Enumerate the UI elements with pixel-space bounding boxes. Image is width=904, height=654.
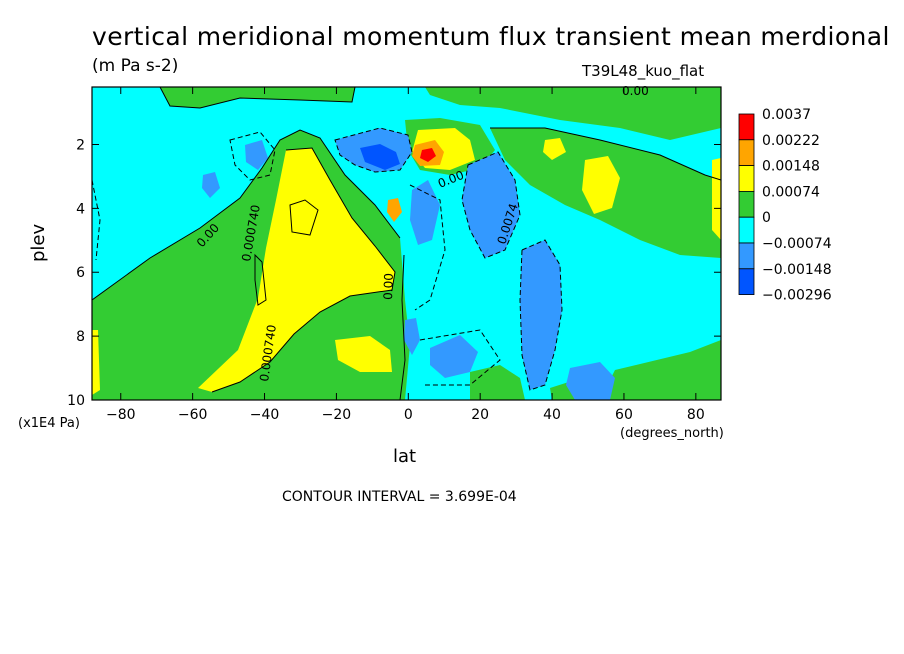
y-tick-label: 10 [67, 393, 85, 409]
x-tick-label: −20 [322, 407, 352, 423]
plot-frame [91, 86, 722, 401]
blue-region [520, 240, 562, 390]
colorbar-swatch [738, 190, 755, 218]
negative-contour [334, 127, 413, 173]
contour-line [211, 147, 396, 393]
colorbar-label: 0.00074 [762, 184, 820, 200]
negative-contour [229, 131, 276, 181]
chart-units: (m Pa s-2) [92, 56, 179, 76]
contour-line [289, 199, 319, 236]
contour-line [254, 253, 267, 306]
dark-blue-region [360, 144, 400, 170]
green-region [425, 87, 721, 140]
blue-region [404, 318, 420, 355]
y-tick-label: 4 [76, 201, 85, 217]
y-tick-label: 2 [76, 137, 85, 153]
colorbar-label: 0.0037 [762, 107, 811, 123]
colorbar-swatch [738, 216, 755, 244]
contour-label: 0.00 [622, 84, 649, 98]
yellow-region [582, 156, 620, 214]
negative-contour [419, 329, 501, 386]
colorbar-label: −0.00296 [762, 288, 832, 304]
dataset-label: T39L48_kuo_flat [582, 62, 705, 80]
blue-region [566, 362, 615, 400]
colorbar-label: −0.00148 [762, 262, 832, 278]
negative-contour [409, 184, 446, 311]
contour-line [490, 127, 721, 181]
colorbar-swatch [738, 113, 755, 141]
contour-field [92, 87, 721, 400]
x-axis: −80 −60 −40 −20 0 20 40 60 80 [106, 87, 705, 423]
blue-region [462, 152, 520, 258]
blue-region [202, 172, 220, 198]
colorbar-swatch [738, 242, 755, 270]
x-tick-label: −80 [106, 407, 136, 423]
x-tick-label: 40 [543, 407, 561, 423]
colorbar-label: 0.00148 [762, 159, 820, 175]
contour-line [159, 87, 356, 109]
colorbar-swatch [738, 139, 755, 167]
green-region [600, 340, 721, 400]
colorbar-label: −0.00074 [762, 236, 832, 252]
colorbar-label: 0 [762, 210, 771, 226]
y-axis-unit: (x1E4 Pa) [18, 416, 80, 431]
colorbar-swatch [738, 268, 755, 295]
blue-region [430, 335, 478, 378]
negative-contour [461, 151, 521, 259]
colorbar-swatch [738, 165, 755, 192]
yellow-region [198, 148, 395, 392]
x-tick-label: 20 [471, 407, 489, 423]
orange-region [387, 198, 402, 222]
green-region [470, 365, 525, 400]
yellow-region [92, 330, 100, 395]
contour-line [92, 129, 401, 301]
x-tick-label: 0 [404, 407, 413, 423]
y-tick-label: 8 [76, 329, 85, 345]
y-axis: 2 4 6 8 10 [67, 137, 721, 409]
contour-line [399, 254, 406, 400]
contour-interval: CONTOUR INTERVAL = 3.699E-04 [282, 489, 517, 505]
blue-region [245, 140, 268, 170]
y-tick-label: 6 [76, 265, 85, 281]
contour-label: 0.00 [381, 273, 396, 300]
x-tick-label: 60 [615, 407, 633, 423]
yellow-region [712, 158, 721, 240]
peak-region [420, 148, 436, 162]
negative-contour [92, 179, 101, 261]
yellow-region [543, 138, 566, 160]
x-tick-label: −40 [250, 407, 280, 423]
colorbar: 0.0037 0.00222 0.00148 0.00074 0 −0.00074 −0.0… [738, 107, 832, 304]
x-axis-unit: (degrees_north) [620, 426, 724, 441]
chart-title: vertical meridional momentum flux transi… [92, 22, 890, 51]
yellow-region [335, 336, 392, 372]
x-tick-label: −60 [178, 407, 208, 423]
x-axis-label: lat [393, 446, 417, 467]
x-tick-label: 80 [687, 407, 705, 423]
green-region [160, 87, 355, 108]
colorbar-label: 0.00222 [762, 133, 820, 149]
